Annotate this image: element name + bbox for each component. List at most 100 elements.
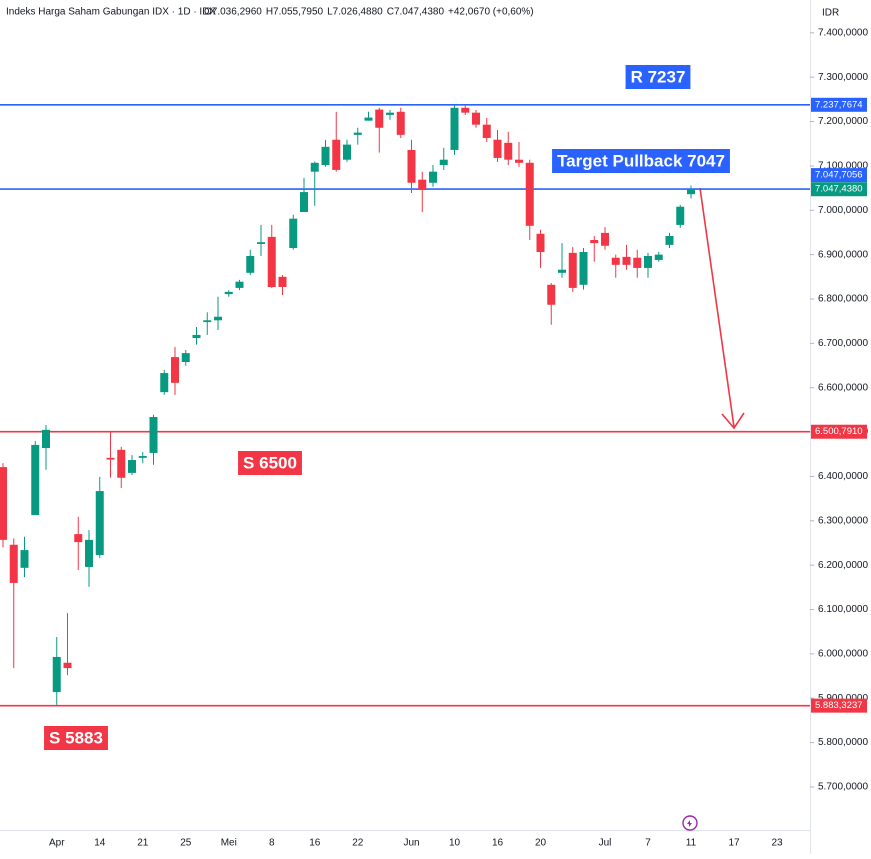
candle-body (257, 242, 265, 244)
last-price-box (811, 182, 867, 197)
candle-body (375, 109, 384, 128)
x-tick-label: 8 (269, 838, 275, 849)
candle-body (171, 357, 179, 383)
chart-title: Indeks Harga Saham Gabungan IDX · 1D · I… (6, 7, 216, 18)
x-tick-label: 22 (352, 838, 364, 849)
candle-body (654, 254, 663, 260)
x-tick-label: 11 (686, 838, 697, 849)
annotation: S 5883 (44, 726, 108, 750)
candle-body (536, 233, 545, 252)
candle-body (278, 276, 287, 288)
y-tick-label: 7.200,0000 (818, 116, 868, 127)
level-label: 6.500,7910 (815, 426, 863, 437)
candle-body (418, 179, 427, 190)
currency-label: IDR (822, 8, 839, 19)
x-tick-label: 10 (449, 838, 461, 849)
level-label-box (811, 168, 867, 183)
candle-body (461, 107, 470, 113)
candle-body (687, 189, 695, 195)
candle-body (439, 159, 448, 166)
ohlc-legend: C7.047,4380 (387, 7, 445, 18)
candle-body (9, 544, 18, 583)
y-tick-label: 7.400,0000 (818, 27, 868, 38)
arrow-head (721, 412, 745, 430)
levels (0, 103, 810, 707)
annotation: Target Pullback 7047 (552, 149, 730, 173)
y-tick-label: 6.000,0000 (818, 649, 868, 660)
x-tick-label: 16 (492, 838, 504, 849)
candle-body (85, 539, 93, 567)
candle-body (20, 550, 29, 568)
candle-body (450, 107, 459, 150)
annotation-box (552, 149, 730, 173)
annotation-box (44, 726, 108, 750)
x-tick-label: 20 (535, 838, 547, 849)
ohlc-legend: H7.055,7950 (266, 7, 324, 18)
projection-arrow (699, 187, 745, 430)
y-tick-label: 6.200,0000 (818, 560, 868, 571)
candle-body (310, 162, 319, 172)
candle-body (396, 111, 405, 135)
annotation-box (625, 65, 691, 89)
candle-body (214, 316, 222, 321)
level-label: 5.883,3237 (815, 700, 863, 711)
candle-body (504, 142, 513, 160)
candle-body (332, 139, 341, 170)
x-tick-label: 21 (137, 838, 149, 849)
candles (0, 104, 695, 705)
x-tick-label: 14 (94, 838, 106, 849)
candle-body (63, 662, 72, 669)
candle-body (386, 112, 394, 115)
candle-body (525, 162, 534, 226)
candle-body (181, 353, 190, 362)
candle-body (568, 252, 577, 288)
y-tick-label: 7.000,0000 (818, 205, 868, 216)
candle-body (74, 534, 83, 543)
candle-body (547, 284, 556, 305)
y-tick-label: 6.600,0000 (818, 382, 868, 393)
x-tick-label: 23 (771, 838, 783, 849)
candle-body (300, 192, 308, 213)
x-tick-label: Apr (49, 838, 65, 849)
candle-body (644, 255, 652, 268)
x-tick-label: 16 (309, 838, 321, 849)
candle-body (138, 456, 147, 458)
candle-body (590, 239, 599, 244)
candle-body (117, 449, 126, 478)
y-tick-label: 7.100,0000 (818, 161, 868, 172)
candle-body (482, 124, 491, 138)
y-tick-label: 6.400,0000 (818, 471, 868, 482)
level-label: 7.047,7056 (815, 170, 863, 181)
arrow-shaft (699, 187, 735, 428)
annotation-box (238, 451, 302, 475)
ohlc-legend: O7.036,2960 (204, 7, 262, 18)
candle-body (31, 444, 40, 516)
annotation-text: R 7237 (631, 67, 686, 86)
candle-body (267, 236, 276, 288)
candle-body (42, 429, 50, 449)
candle-body (429, 171, 437, 183)
y-tick-label: 6.900,0000 (818, 249, 868, 260)
event-glyph (687, 820, 692, 827)
candle-body (601, 232, 609, 246)
candle-body (579, 251, 588, 285)
candle-body (149, 416, 158, 453)
candle-body (203, 320, 212, 323)
candle-body (95, 491, 104, 555)
candle-body (0, 467, 7, 540)
candle-body (343, 144, 351, 160)
candle-body (364, 117, 373, 121)
candle-body (515, 159, 523, 163)
y-tick-label: 6.100,0000 (818, 604, 868, 615)
last-price-label: 7.047,4380 (815, 184, 863, 195)
candle-body (633, 257, 642, 268)
annotation: R 7237 (625, 65, 691, 89)
x-tick-label: 17 (728, 838, 740, 849)
annotation-text: S 6500 (243, 453, 297, 472)
candle-body (235, 281, 244, 288)
level-label: 7.237,7674 (815, 99, 863, 110)
y-tick-label: 5.800,0000 (818, 737, 868, 748)
candle-body (52, 656, 61, 693)
candle-body (493, 139, 502, 158)
